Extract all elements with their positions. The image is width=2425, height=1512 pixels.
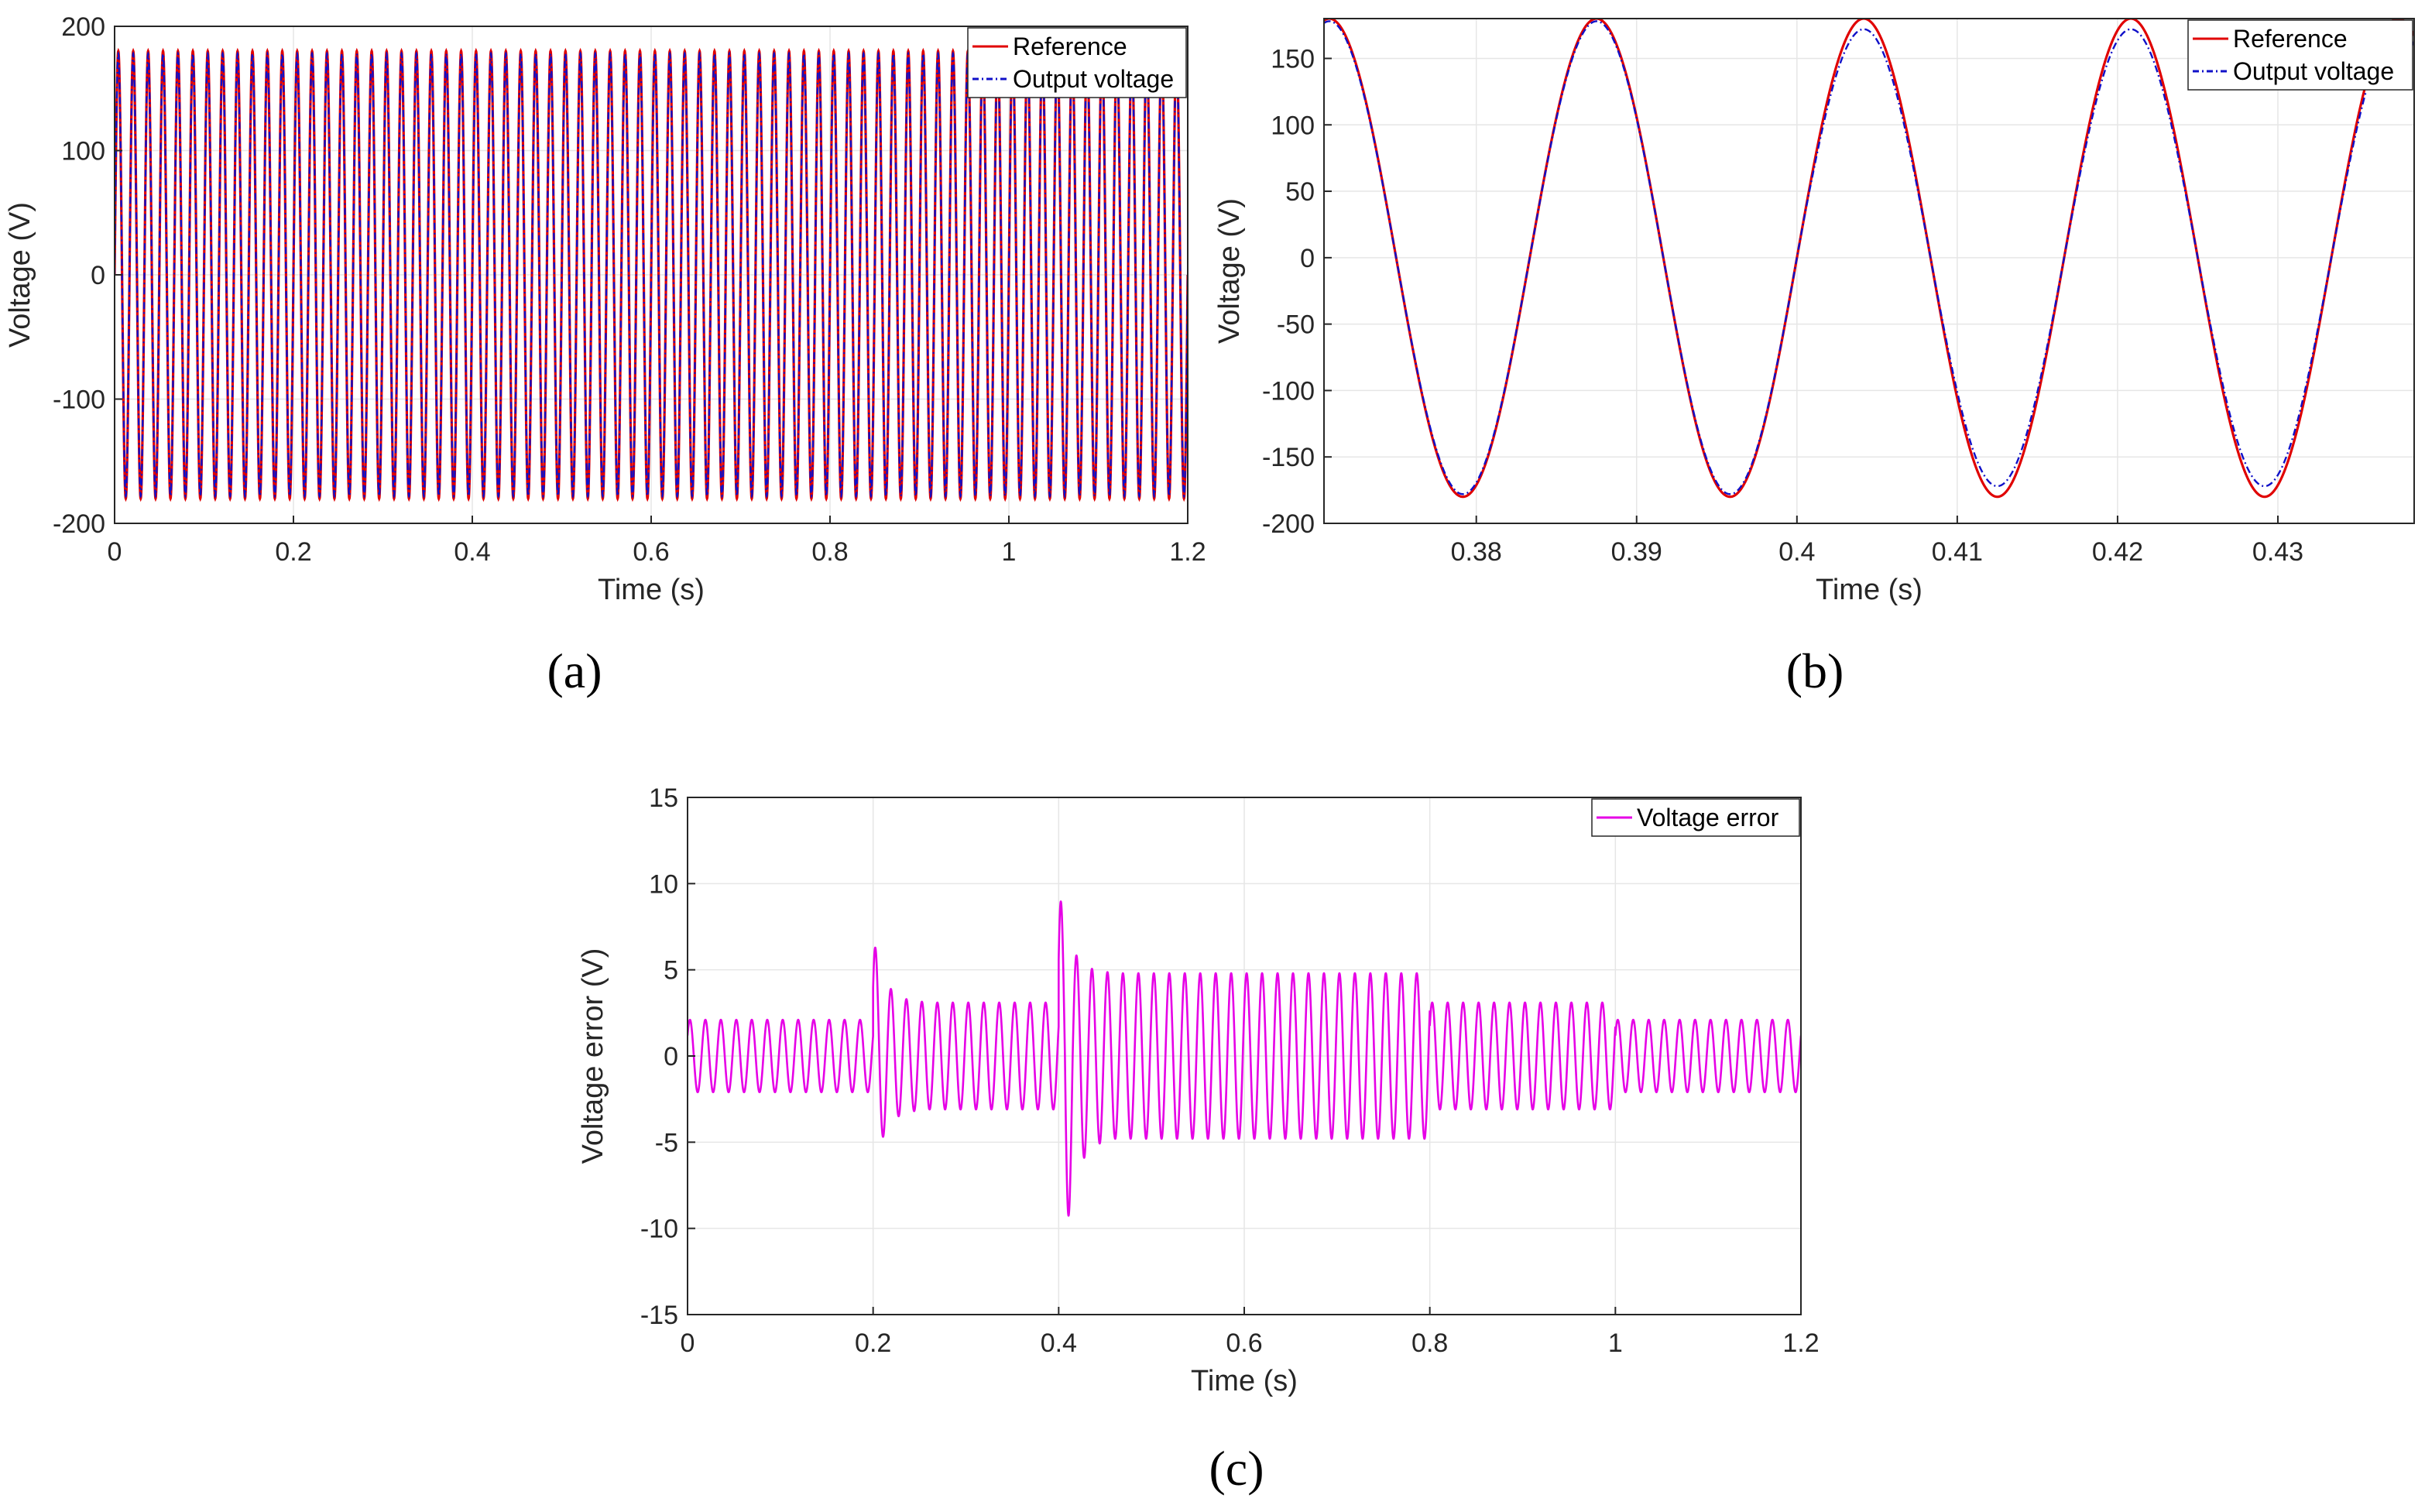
chart-c-ytick-label: 10 bbox=[649, 869, 678, 899]
chart-c-ytick-label: 5 bbox=[664, 956, 678, 986]
chart-a-ylabel: Voltage (V) bbox=[4, 202, 36, 348]
chart-b-panel-label: (b) bbox=[1786, 643, 1844, 698]
chart-b-ytick-label: 50 bbox=[1285, 177, 1315, 207]
chart-a-ytick-label: 0 bbox=[91, 261, 105, 290]
chart-b-series-reference bbox=[1324, 19, 2414, 499]
chart-c-lines bbox=[688, 900, 1801, 1217]
chart-a-legend: Reference Output voltage bbox=[967, 27, 1187, 98]
chart-b-xlabel: Time (s) bbox=[1816, 574, 1923, 606]
chart-c-ytick-label: -15 bbox=[640, 1301, 678, 1330]
chart-b-ytick-label: -200 bbox=[1262, 509, 1315, 539]
chart-b-xtick-label: 0.43 bbox=[2252, 537, 2303, 567]
chart-c-xtick-label: 0.4 bbox=[1041, 1329, 1077, 1358]
chart-b-ytick-label: -100 bbox=[1262, 376, 1315, 406]
chart-a-lines bbox=[115, 47, 1188, 502]
chart-a-xlabel: Time (s) bbox=[598, 574, 705, 606]
chart-b-xtick-label: 0.42 bbox=[2092, 537, 2143, 567]
chart-c-xtick-label: 0.8 bbox=[1411, 1329, 1448, 1358]
chart-b-legend: Reference Output voltage bbox=[2187, 19, 2413, 91]
chart-a-xtick-label: 0.6 bbox=[633, 537, 669, 567]
chart-b-ticks: 0.38 0.39 0.4 0.41 0.42 0.43 150 100 50 0 -50 -100 -… bbox=[1262, 44, 2303, 567]
chart-c-panel-label: (c) bbox=[1209, 1441, 1264, 1496]
chart-b-legend-reference: Reference bbox=[2233, 25, 2348, 53]
chart-c-grid bbox=[687, 797, 1802, 1315]
chart-b-grid bbox=[1324, 19, 2414, 524]
chart-c-xtick-label: 0 bbox=[681, 1329, 695, 1358]
chart-a-legend-output: Output voltage bbox=[1013, 65, 1174, 93]
chart-c-ytick-label: -10 bbox=[640, 1215, 678, 1244]
chart-c-xtick-label: 0.2 bbox=[855, 1329, 891, 1358]
chart-c-ylabel: Voltage error (V) bbox=[577, 948, 609, 1164]
chart-a-xtick-label: 0.2 bbox=[275, 537, 311, 567]
chart-b-xtick-label: 0.38 bbox=[1451, 537, 1502, 567]
chart-a-ytick-label: 100 bbox=[61, 137, 105, 166]
chart-b-xtick-label: 0.4 bbox=[1778, 537, 1815, 567]
chart-b-ytick-label: 100 bbox=[1271, 111, 1315, 140]
chart-c-xtick-label: 1.2 bbox=[1782, 1329, 1819, 1358]
chart-a-ticks: 0 0.2 0.4 0.6 0.8 1 1.2 200 100 0 -100 -200 bbox=[53, 12, 1206, 567]
chart-a-ytick-label: 200 bbox=[61, 12, 105, 42]
chart-b-frame bbox=[1323, 18, 2415, 524]
chart-c-ytick-label: 0 bbox=[664, 1042, 678, 1071]
chart-a-legend-reference: Reference bbox=[1013, 33, 1127, 60]
chart-b-ylabel: Voltage (V) bbox=[1213, 198, 1246, 344]
chart-a-xtick-label: 0 bbox=[108, 537, 122, 567]
chart-a-ytick-label: -200 bbox=[53, 509, 105, 539]
chart-a-series-reference bbox=[115, 47, 1188, 502]
chart-b-ytick-label: 150 bbox=[1271, 44, 1315, 74]
chart-a-xtick-label: 1.2 bbox=[1169, 537, 1206, 567]
chart-c-ytick-label: -5 bbox=[655, 1128, 678, 1157]
chart-c-series-voltage-error bbox=[688, 900, 1801, 1217]
chart-b-ytick-label: 0 bbox=[1300, 244, 1315, 273]
chart-c-ticks: 0 0.2 0.4 0.6 0.8 1 1.2 15 10 5 0 -5 -10 -15 bbox=[640, 783, 1820, 1358]
chart-a-xtick-label: 0.4 bbox=[454, 537, 490, 567]
chart-b-series-output-voltage bbox=[1324, 20, 2414, 495]
chart-b-ytick-label: -50 bbox=[1277, 310, 1315, 340]
chart-a-legend-box bbox=[967, 27, 1187, 98]
chart-panel-b: 0.38 0.39 0.4 0.41 0.42 0.43 150 100 50 0 -50 -100 -… bbox=[1213, 18, 2415, 698]
chart-c-xtick-label: 0.6 bbox=[1226, 1329, 1262, 1358]
chart-b-xtick-label: 0.39 bbox=[1611, 537, 1662, 567]
chart-b-legend-box bbox=[2187, 19, 2413, 91]
chart-panel-a: 0 0.2 0.4 0.6 0.8 1 1.2 200 100 0 -100 -200 Time (s… bbox=[4, 12, 1206, 698]
chart-a-xtick-label: 1 bbox=[1002, 537, 1017, 567]
chart-c-xlabel: Time (s) bbox=[1191, 1365, 1298, 1397]
chart-a-ytick-label: -100 bbox=[53, 386, 105, 415]
chart-b-xtick-label: 0.41 bbox=[1932, 537, 1983, 567]
chart-c-ytick-label: 15 bbox=[649, 783, 678, 813]
chart-b-lines bbox=[1324, 19, 2414, 499]
chart-c-legend: Voltage error bbox=[1591, 798, 1800, 837]
chart-a-xtick-label: 0.8 bbox=[811, 537, 848, 567]
chart-b-ytick-label: -150 bbox=[1262, 443, 1315, 472]
chart-c-xtick-label: 1 bbox=[1608, 1329, 1623, 1358]
chart-c-legend-error: Voltage error bbox=[1637, 804, 1779, 831]
chart-panel-c: 0 0.2 0.4 0.6 0.8 1 1.2 15 10 5 0 -5 -10 -15 Time (s)… bbox=[577, 783, 1820, 1496]
chart-b-legend-output: Output voltage bbox=[2233, 57, 2394, 85]
chart-a-panel-label: (a) bbox=[547, 643, 602, 698]
